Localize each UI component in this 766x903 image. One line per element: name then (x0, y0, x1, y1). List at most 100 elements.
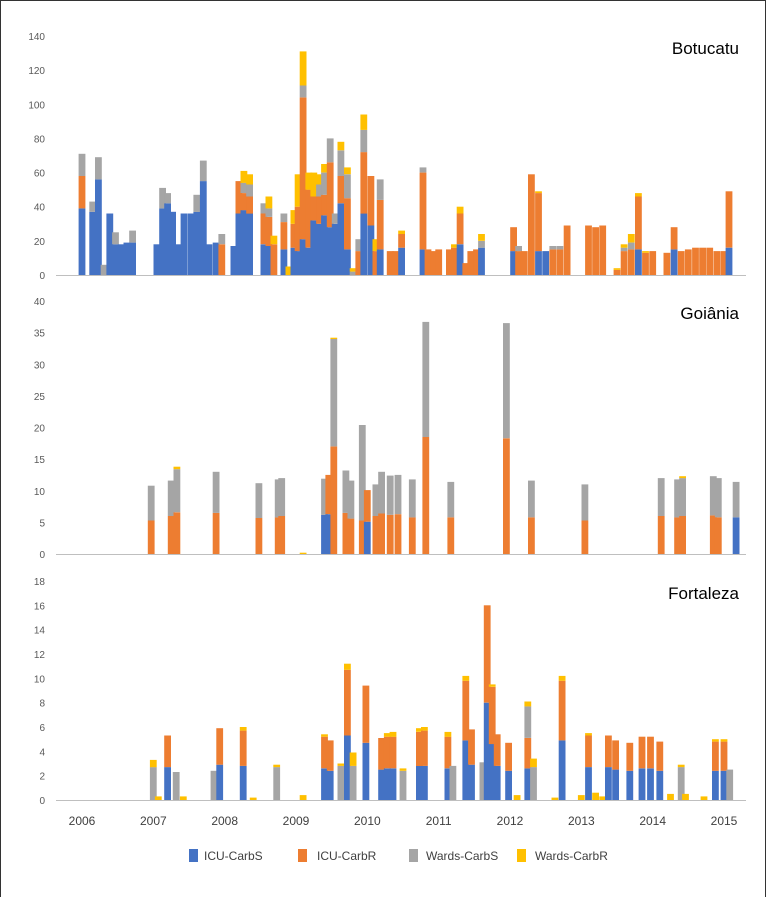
bar-icu-carbr (325, 474, 333, 515)
panel-goi-nia: 0 5 10 15 20 25 30 35 40 Goiânia (34, 297, 746, 561)
bar-icu-carbr (367, 176, 375, 226)
bar-icu-carbr (620, 251, 628, 275)
bar-icu-carbr (265, 217, 273, 246)
bar-wards-carbr (273, 764, 281, 768)
bar-wards-carbs (355, 239, 363, 252)
y-tick-label: 100 (28, 100, 45, 111)
x-tick-label: 2009 (283, 814, 310, 828)
bar-wards-carbs (677, 767, 685, 800)
bar-wards-carbs (524, 706, 532, 738)
bar-icu-carbr (706, 247, 714, 275)
x-tick-label: 2015 (711, 814, 738, 828)
panel-title: Botucatu (672, 39, 739, 58)
bar-wards-carbs (164, 193, 171, 204)
x-tick-label: 2012 (497, 814, 524, 828)
bar-wards-carbs (347, 480, 355, 519)
bar-wards-carbs (549, 246, 557, 250)
bar-wards-carbr (299, 795, 307, 800)
bar-wards-carbr (620, 244, 628, 248)
bar-icu-carbr (674, 517, 681, 554)
bar-icu-carbr (627, 249, 635, 275)
bar-wards-carbs (422, 321, 430, 437)
bar-icu-carbs (638, 768, 646, 800)
bar-wards-carbs (378, 471, 385, 514)
bar-wards-carbr (360, 114, 368, 130)
bar-icu-carbr (528, 517, 535, 554)
bar-icu-carbs (732, 517, 740, 554)
bar-wards-carbr (585, 733, 592, 736)
bar-wards-carbs (349, 765, 357, 800)
y-tick-label: 10 (34, 487, 46, 498)
bar-icu-carbr (528, 174, 535, 275)
x-tick-label: 2014 (639, 814, 666, 828)
bar-wards-carbs (349, 271, 357, 275)
bar-wards-carbr (462, 675, 470, 681)
bar-wards-carbs (726, 769, 734, 800)
bar-icu-carbr (585, 225, 592, 275)
bar-wards-carbs (273, 767, 281, 800)
y-tick-label: 60 (34, 169, 46, 180)
bar-wards-carbr (712, 739, 719, 742)
bar-wards-carbr (294, 174, 302, 207)
bar-wards-carbs (732, 481, 740, 518)
bar-wards-carbr (310, 172, 318, 197)
y-tick-label: 2 (39, 772, 45, 783)
bar-wards-carbs (337, 150, 345, 176)
bar-icu-carbr (524, 738, 532, 769)
bar-icu-carbs (605, 767, 612, 800)
bar-icu-carbr (585, 735, 592, 768)
bar-wards-carbr (720, 739, 728, 742)
bar-icu-carbr (677, 251, 685, 275)
bar-icu-carbs (174, 244, 182, 275)
y-tick-label: 0 (39, 271, 45, 282)
bar-icu-carbs (280, 249, 288, 275)
bar-icu-carbr (462, 263, 470, 275)
bar-wards-carbs (78, 153, 86, 176)
y-tick-label: 6 (39, 723, 45, 734)
bar-icu-carbs (230, 246, 238, 275)
bar-icu-carbr (462, 680, 470, 741)
bar-wards-carbs (274, 479, 282, 518)
bar-wards-carbs (581, 484, 589, 521)
bar-icu-carbr (635, 196, 642, 250)
bar-icu-carbr (670, 227, 678, 250)
panel-title: Fortaleza (668, 584, 739, 603)
x-tick-label: 2011 (426, 814, 452, 828)
bar-icu-carbs (444, 768, 452, 800)
bar-icu-carbs (305, 247, 313, 275)
bar-icu-carbs (112, 244, 119, 275)
x-tick-label: 2010 (354, 814, 381, 828)
bar-wards-carbs (167, 480, 175, 516)
bar-icu-carbs (106, 213, 114, 275)
bar-icu-carbr (167, 516, 175, 554)
bar-icu-carbs (159, 208, 166, 275)
bar-icu-carbr (280, 222, 288, 250)
bar-icu-carbs (321, 768, 328, 800)
bar-wards-carbs (344, 174, 351, 199)
bar-icu-carbr (330, 446, 338, 554)
bar-icu-carbr (389, 736, 397, 769)
bar-icu-carbr (344, 669, 351, 736)
bar-icu-carbr (422, 437, 430, 554)
bar-icu-carbr (274, 517, 282, 554)
bar-icu-carbs (558, 740, 566, 800)
legend-label-icu-carbr: ICU-CarbR (317, 849, 377, 863)
bar-icu-carbr (394, 514, 402, 554)
bar-wards-carbr (265, 196, 273, 209)
bar-icu-carbr (488, 686, 496, 745)
bar-wards-carbr (592, 792, 599, 800)
bar-wards-carbr (349, 752, 357, 766)
bar-icu-carbr (725, 191, 733, 248)
bar-icu-carbr (316, 196, 323, 224)
bar-wards-carbr (299, 552, 307, 554)
bar-wards-carbr (444, 731, 452, 737)
bar-icu-carbr (305, 189, 313, 248)
bar-wards-carbs (376, 179, 384, 200)
bar-icu-carbr (720, 741, 728, 771)
bar-icu-carbr (435, 249, 443, 275)
bar-wards-carbr (488, 684, 496, 687)
bar-icu-carbs (585, 767, 592, 800)
bar-icu-carbr (386, 251, 394, 275)
bar-icu-carbr (416, 731, 423, 766)
